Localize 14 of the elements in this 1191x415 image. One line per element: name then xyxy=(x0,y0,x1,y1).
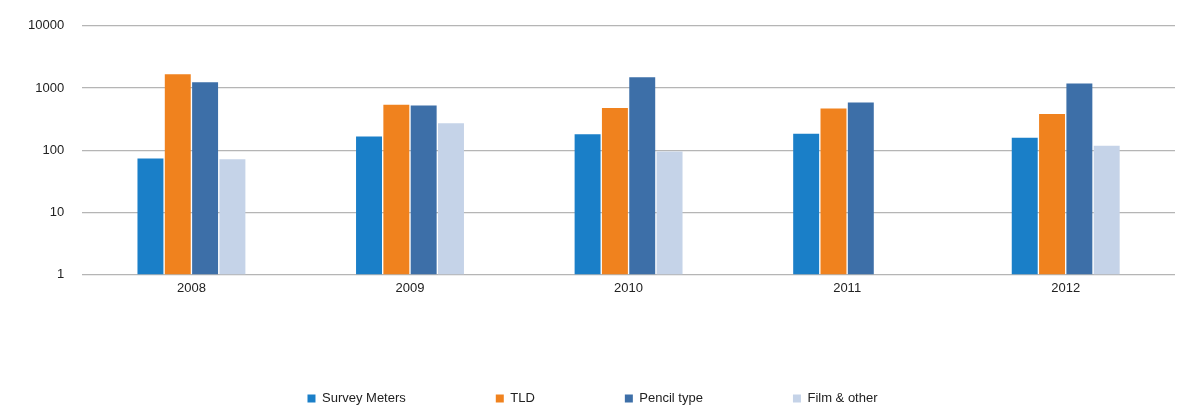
y-tick-label: 10000 xyxy=(27,17,65,33)
legend-label: Film & other xyxy=(807,390,879,406)
x-tick-label: 2010 xyxy=(614,279,644,295)
x-tick-label: 2009 xyxy=(395,279,425,295)
x-tick-label: 2008 xyxy=(176,279,206,295)
x-tick-label: 2011 xyxy=(833,279,862,295)
legend-label: TLD xyxy=(510,390,535,406)
y-tick-label: 10 xyxy=(49,203,65,219)
y-tick-label: 1 xyxy=(56,265,65,281)
y-tick-label: 1000 xyxy=(35,79,65,95)
legend-label: Survey Meters xyxy=(321,390,407,406)
legend-label: Pencil type xyxy=(639,390,703,406)
y-tick-label: 100 xyxy=(42,141,65,157)
x-tick-label: 2012 xyxy=(1051,279,1081,295)
